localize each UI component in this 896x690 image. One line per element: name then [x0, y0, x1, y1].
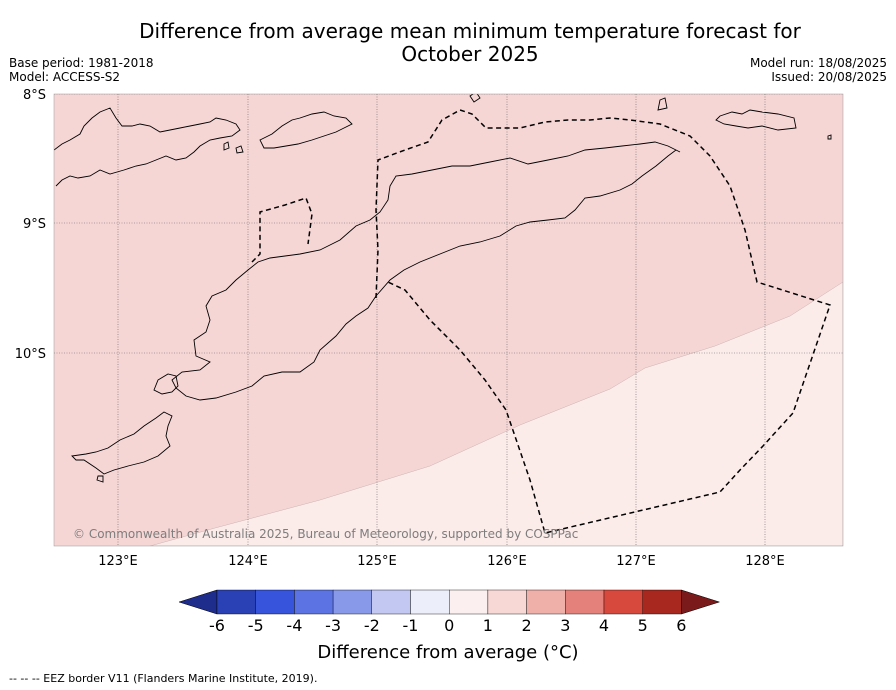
- eez-north-timor: [375, 109, 831, 534]
- colorbar-segment: [255, 589, 295, 615]
- copyright-notice: © Commonwealth of Australia 2025, Bureau…: [73, 527, 578, 541]
- islet-small-2: [235, 145, 244, 154]
- colorbar-tick-label: -6: [209, 616, 225, 635]
- lon-label-128e: 128°E: [745, 554, 785, 569]
- lon-label-127e: 127°E: [616, 554, 656, 569]
- colorbar-tick-label: 4: [599, 616, 609, 635]
- islet-small-1: [223, 141, 230, 151]
- lat-label-8s: 8°S: [23, 88, 46, 103]
- lon-labels: 123°E 124°E 125°E 126°E 127°E 128°E: [98, 554, 785, 569]
- colorbar-segment: [565, 589, 605, 615]
- eez-border: [251, 109, 831, 534]
- colorbar-tick-label: 6: [676, 616, 686, 635]
- islet-west: [96, 475, 104, 483]
- colorbar-tick-label: 1: [483, 616, 493, 635]
- map-title: Difference from average mean minimum tem…: [139, 19, 801, 66]
- islet-north: [469, 94, 481, 103]
- map-frame: [53, 93, 844, 547]
- colorbar-title: Difference from average (°C): [317, 642, 579, 663]
- colorbar-segment: [526, 589, 566, 615]
- colorbar-segment: [603, 589, 643, 615]
- lon-label-123e: 123°E: [98, 554, 138, 569]
- rote-island: [153, 373, 179, 395]
- eez-legend-note: -- -- -- EEZ border V11 (Flanders Marine…: [9, 672, 318, 685]
- colorbar-tick-label: -4: [286, 616, 302, 635]
- colorbar-segment: [642, 589, 682, 615]
- meta-right: Model run: 18/08/2025 Issued: 20/08/2025: [750, 56, 887, 84]
- issued-date: Issued: 20/08/2025: [771, 70, 887, 84]
- colorbar-tick-label: -1: [403, 616, 419, 635]
- base-period: Base period: 1981-2018: [9, 56, 154, 70]
- colorbar-segment: [449, 589, 489, 615]
- lat-labels: 8°S 9°S 10°S: [15, 88, 46, 362]
- colorbar-tick-label: -3: [325, 616, 341, 635]
- colorbar-segment: [487, 589, 527, 615]
- colorbar-tick-label: 2: [522, 616, 532, 635]
- colorbar-extend-high: [681, 589, 721, 615]
- sumba-island: [71, 411, 173, 475]
- alor-island: [259, 111, 353, 149]
- colorbar-tick-label: 3: [560, 616, 570, 635]
- eez-oecusse: [251, 197, 313, 263]
- timor-island: [171, 141, 681, 401]
- meta-left: Base period: 1981-2018 Model: ACCESS-S2: [9, 56, 154, 84]
- colorbar-segment: [371, 589, 411, 615]
- colorbar-tick-label: 5: [638, 616, 648, 635]
- babar-islands: [715, 109, 797, 131]
- colorbar: -6 -5 -4 -3 -2 -1 0 1 2 3 4 5 6: [178, 589, 721, 635]
- lon-label-125e: 125°E: [357, 554, 397, 569]
- lon-label-126e: 126°E: [487, 554, 527, 569]
- colorbar-segment: [332, 589, 373, 615]
- colorbar-tick-label: 0: [444, 616, 454, 635]
- colorbar-segment: [294, 589, 334, 615]
- model-name: Model: ACCESS-S2: [9, 70, 121, 84]
- islet-east: [827, 134, 832, 140]
- colorbar-extend-low: [178, 589, 218, 615]
- model-run: Model run: 18/08/2025: [749, 56, 887, 70]
- land-outlines: [54, 94, 832, 483]
- lon-label-124e: 124°E: [228, 554, 268, 569]
- lat-label-10s: 10°S: [15, 347, 46, 362]
- zone-0-to-1: [149, 281, 843, 546]
- map-area: [54, 94, 843, 546]
- colorbar-segment: [410, 589, 450, 615]
- colorbar-tick-label: -5: [248, 616, 264, 635]
- colorbar-segment: [216, 589, 256, 615]
- colorbar-tick-label: -2: [364, 616, 380, 635]
- wetar-island: [657, 97, 668, 111]
- flores-island: [54, 107, 241, 187]
- lat-label-9s: 9°S: [23, 217, 46, 232]
